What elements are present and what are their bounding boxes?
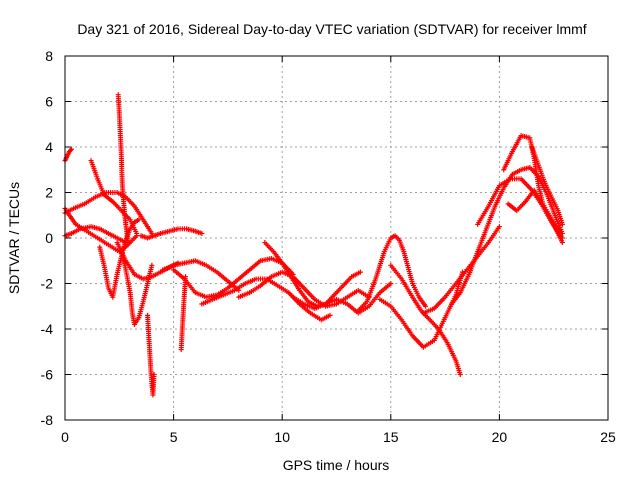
x-tick-label: 0: [61, 429, 69, 445]
data-point: [559, 240, 565, 246]
series-arc-19: [355, 233, 429, 314]
plot-frame: [64, 55, 609, 421]
data-point: [151, 372, 157, 377]
y-tick-label: -8: [41, 412, 54, 428]
data-point: [457, 372, 463, 377]
series-arc-6: [62, 190, 155, 236]
x-axis-label: GPS time / hours: [283, 457, 390, 473]
series-arc-8: [118, 249, 155, 327]
y-tick-label: 8: [45, 48, 53, 64]
x-tick-labels: 0 5 10 15 20 25: [61, 429, 616, 445]
series-arc-13: [160, 258, 242, 293]
x-tick-label: 10: [274, 429, 290, 445]
data-point: [557, 233, 563, 239]
data-point: [388, 281, 394, 286]
y-tick-label: -4: [41, 321, 54, 337]
y-tick-label: -6: [41, 367, 54, 383]
series-arc-18: [290, 281, 394, 316]
series-arc-9: [145, 312, 157, 398]
y-tick-label: 6: [45, 94, 53, 110]
data-point: [149, 262, 155, 268]
data-point: [357, 269, 363, 275]
x-tick-label: 25: [600, 429, 616, 445]
y-axis-label: SDTVAR / TECUs: [6, 182, 22, 294]
series-arc-26: [505, 187, 563, 239]
data-point: [559, 221, 565, 227]
chart-title: Day 321 of 2016, Sidereal Day-to-day VTE…: [77, 21, 586, 37]
y-tick-label: 2: [45, 185, 53, 201]
series-arc-21: [388, 262, 463, 377]
x-tick-label: 15: [383, 429, 399, 445]
series-arc-15: [199, 276, 333, 323]
y-tick-labels: -8 -6 -4 -2 0 2 4 6 8: [41, 48, 54, 428]
y-tick-label: -2: [41, 276, 54, 292]
data-point: [69, 146, 75, 152]
y-tick-label: 0: [45, 230, 53, 246]
series-arc-27: [529, 144, 565, 227]
series-arc-23: [449, 164, 565, 307]
data-points: [62, 92, 565, 398]
series-arc-17: [262, 240, 363, 309]
data-point: [423, 303, 429, 309]
x-tick-label: 5: [170, 429, 178, 445]
data-point: [496, 224, 502, 230]
data-point: [236, 287, 242, 293]
data-point: [327, 312, 333, 318]
data-point: [134, 230, 140, 236]
series-arc-10: [138, 226, 205, 241]
data-point: [136, 217, 142, 223]
y-tick-label: 4: [45, 139, 53, 155]
x-tick-label: 20: [492, 429, 508, 445]
grid-lines: [65, 56, 608, 420]
data-point: [199, 230, 205, 236]
